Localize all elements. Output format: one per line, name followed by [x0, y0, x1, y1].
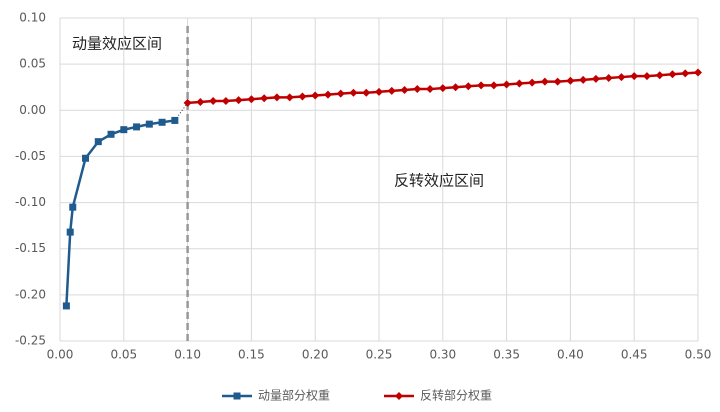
point	[617, 73, 626, 82]
x-tick-label: 0.25	[366, 348, 393, 362]
point	[387, 86, 396, 95]
point	[120, 126, 128, 134]
x-tick-label: 0.05	[110, 348, 137, 362]
point	[62, 302, 70, 310]
point	[82, 154, 90, 162]
point	[413, 85, 422, 94]
point	[642, 72, 651, 81]
point	[349, 88, 358, 97]
point	[528, 78, 537, 87]
point	[69, 203, 77, 211]
point	[221, 97, 230, 106]
point	[426, 85, 435, 94]
point	[477, 81, 486, 90]
point	[566, 76, 575, 85]
point	[655, 71, 664, 80]
point	[579, 75, 588, 84]
point	[94, 138, 102, 146]
x-tick-label: 0.50	[685, 348, 712, 362]
x-tick-label: 0.15	[238, 348, 265, 362]
point	[145, 120, 153, 128]
point	[464, 82, 473, 91]
point	[247, 95, 256, 104]
x-tick-label: 0.40	[557, 348, 584, 362]
point	[233, 392, 241, 400]
point	[375, 87, 383, 96]
point	[234, 96, 243, 105]
y-tick-label: -0.15	[15, 241, 46, 255]
point	[107, 130, 115, 138]
y-tick-label: -0.25	[15, 334, 46, 348]
series-line	[65, 119, 176, 306]
point	[298, 92, 307, 101]
point	[196, 97, 205, 106]
point	[630, 72, 639, 81]
y-tick-label: 0.00	[19, 103, 46, 117]
y-tick-label: -0.05	[15, 149, 46, 163]
y-tick-label: -0.10	[15, 195, 46, 209]
annotation: 反转效应区间	[394, 172, 484, 190]
legend-label: 动量部分权重	[258, 388, 330, 403]
point	[438, 84, 447, 93]
point	[311, 91, 320, 100]
point	[336, 89, 345, 98]
x-tick-label: 0.00	[47, 348, 74, 362]
point	[553, 77, 562, 86]
point	[668, 70, 677, 79]
x-tick-label: 0.35	[493, 348, 520, 362]
point	[515, 79, 524, 88]
point	[604, 73, 613, 82]
point	[489, 81, 498, 90]
y-tick-label: 0.05	[19, 57, 46, 71]
point	[171, 116, 179, 124]
point	[260, 94, 269, 103]
point	[694, 68, 702, 77]
point	[183, 98, 192, 107]
annotation: 动量效应区间	[72, 35, 162, 53]
point	[451, 83, 460, 92]
y-tick-label: -0.20	[15, 287, 46, 301]
point	[395, 392, 403, 400]
point	[209, 97, 218, 106]
point	[285, 93, 294, 102]
point	[681, 69, 690, 78]
x-tick-label: 0.30	[429, 348, 456, 362]
point	[502, 80, 511, 89]
point	[66, 228, 74, 236]
point	[272, 93, 281, 102]
x-tick-label: 0.20	[302, 348, 329, 362]
point	[133, 123, 141, 131]
legend-label: 反转部分权重	[420, 388, 492, 403]
x-tick-label: 0.45	[621, 348, 648, 362]
point	[362, 88, 371, 97]
point	[400, 85, 409, 94]
point	[591, 74, 600, 83]
x-tick-label: 0.10	[174, 348, 201, 362]
point	[323, 90, 332, 99]
point	[540, 77, 549, 86]
point	[158, 118, 166, 126]
y-tick-label: 0.10	[19, 11, 46, 25]
